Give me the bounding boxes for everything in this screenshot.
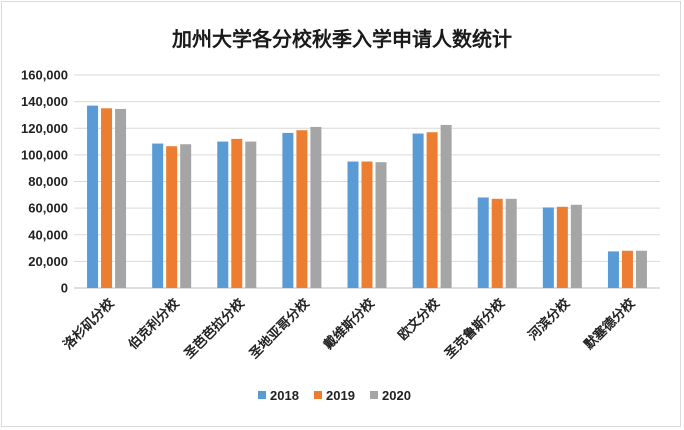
x-tick-label: 戴维斯分校: [321, 295, 379, 353]
bar-2019: [621, 250, 633, 288]
bar-2019: [101, 108, 113, 288]
legend-label-2018: 2018: [270, 388, 299, 403]
x-tick-label: 圣芭芭拉分校: [181, 295, 248, 362]
bar-2020: [245, 141, 257, 288]
bar-2020: [570, 204, 582, 288]
bar-2018: [542, 207, 554, 288]
bar-2019: [426, 132, 438, 288]
legend-label-2019: 2019: [326, 388, 355, 403]
y-tick-label: 160,000: [21, 68, 68, 83]
bar-2020: [635, 250, 647, 288]
legend: 2018 2019 2020: [258, 388, 411, 403]
bar-2020: [180, 144, 192, 288]
y-tick-label: 120,000: [21, 121, 68, 136]
y-tick-label: 40,000: [28, 227, 68, 242]
bar-2019: [166, 146, 178, 288]
x-axis-tick-labels: 洛杉矶分校 伯克利分校 圣芭芭拉分校 圣地亚哥分校 戴维斯分校 欧文分校 圣克鲁斯分校 河滨分…: [60, 295, 639, 362]
bar-2018: [477, 197, 489, 288]
y-tick-label: 0: [61, 281, 68, 296]
bar-2019: [556, 206, 568, 288]
x-tick-label: 洛杉矶分校: [60, 295, 118, 353]
bar-2019: [296, 130, 308, 288]
x-tick-label: 圣地亚哥分校: [246, 295, 313, 362]
bar-2018: [152, 143, 164, 288]
x-tick-label: 默塞德分校: [581, 295, 639, 353]
y-tick-label: 80,000: [28, 174, 68, 189]
bar-2020: [505, 198, 517, 288]
legend-swatch-2018: [258, 391, 266, 399]
bar-2018: [607, 251, 619, 288]
bar-2019: [231, 138, 243, 288]
bar-2018: [282, 132, 294, 288]
bar-2020: [115, 108, 127, 289]
bar-2018: [87, 105, 99, 289]
y-tick-label: 20,000: [28, 254, 68, 269]
bar-2018: [412, 133, 424, 288]
legend-swatch-2019: [314, 391, 322, 399]
legend-swatch-2020: [370, 391, 378, 399]
chart-title: 加州大学各分校秋季入学申请人数统计: [171, 27, 512, 51]
bar-2020: [310, 126, 322, 288]
legend-label-2020: 2020: [382, 388, 411, 403]
x-tick-label: 河滨分校: [525, 295, 574, 344]
bar-2019: [491, 198, 503, 288]
y-tick-label: 140,000: [21, 94, 68, 109]
y-tick-label: 60,000: [28, 201, 68, 216]
y-axis-tick-labels: 0 20,000 40,000 60,000 80,000 100,000 120,000 1…: [21, 68, 68, 296]
x-tick-label: 伯克利分校: [125, 295, 183, 353]
x-tick-label: 欧文分校: [395, 295, 444, 344]
bar-2018: [347, 161, 359, 288]
bar-2020: [375, 162, 387, 288]
y-tick-label: 100,000: [21, 147, 68, 162]
x-tick-label: 圣克鲁斯分校: [442, 295, 509, 362]
bar-2020: [440, 124, 452, 288]
bar-2019: [361, 161, 373, 288]
bar-2018: [217, 141, 229, 288]
bars: [87, 105, 647, 289]
